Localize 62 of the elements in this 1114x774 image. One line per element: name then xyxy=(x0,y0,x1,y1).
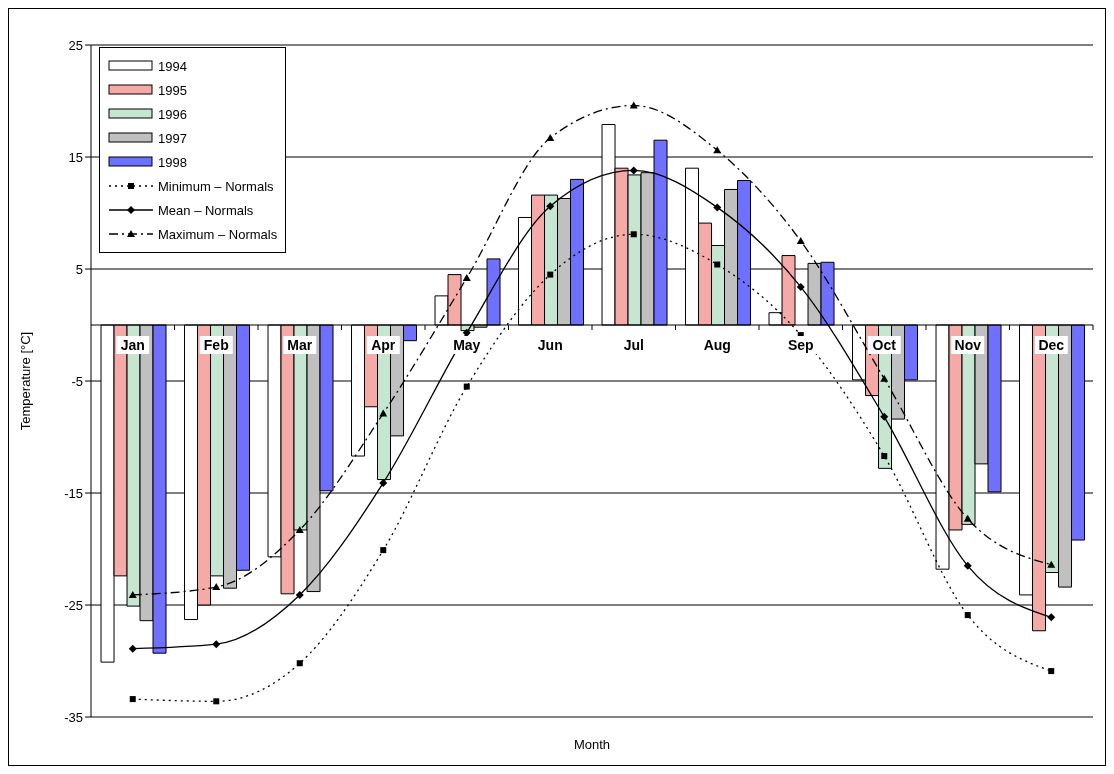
legend-label: 1995 xyxy=(158,82,187,98)
x-tick-label: Nov xyxy=(954,337,982,353)
legend-label: 1997 xyxy=(158,130,187,146)
legend-label: 1998 xyxy=(158,154,187,170)
point xyxy=(462,273,471,281)
point xyxy=(1047,613,1056,622)
y-tick-label: -5 xyxy=(71,373,83,389)
point xyxy=(463,383,470,390)
legend-label: Mean – Normals xyxy=(158,202,254,218)
point xyxy=(546,202,555,211)
point xyxy=(880,374,889,382)
point xyxy=(714,261,721,268)
x-tick-label: Jun xyxy=(537,337,563,353)
point xyxy=(380,547,387,554)
point xyxy=(379,478,388,487)
y-tick-label: -35 xyxy=(64,709,83,725)
point xyxy=(128,644,137,653)
y-tick-label: -25 xyxy=(64,597,83,613)
point xyxy=(963,561,972,570)
point xyxy=(547,271,554,278)
x-tick-label: Jul xyxy=(623,337,644,353)
point xyxy=(129,696,136,703)
point xyxy=(796,282,805,291)
y-tick-label: 5 xyxy=(75,261,83,277)
x-tick-label: Jan xyxy=(120,337,145,353)
point xyxy=(212,640,221,649)
point xyxy=(964,612,971,619)
point xyxy=(880,412,889,421)
point xyxy=(296,660,303,667)
y-tick-label: 15 xyxy=(68,149,83,165)
point xyxy=(546,133,555,141)
point xyxy=(629,166,638,175)
y-tick-label: 25 xyxy=(68,37,83,53)
point xyxy=(1048,668,1055,675)
point xyxy=(630,231,637,238)
point xyxy=(212,583,221,591)
point xyxy=(128,590,137,598)
x-axis-title: Month xyxy=(573,737,611,752)
legend-label: 1996 xyxy=(158,106,187,122)
point xyxy=(295,525,304,533)
y-axis-title: Temperature [°C] xyxy=(17,331,33,431)
x-tick-label: May xyxy=(453,337,481,353)
point xyxy=(213,698,220,705)
point xyxy=(295,590,304,599)
x-tick-label: Mar xyxy=(287,337,313,353)
point xyxy=(713,146,722,154)
point xyxy=(713,203,722,212)
x-tick-label: Apr xyxy=(371,337,396,353)
x-tick-label: Feb xyxy=(203,337,229,353)
point xyxy=(796,237,805,244)
x-tick-label: Sep xyxy=(787,337,814,353)
y-tick-label: -15 xyxy=(64,485,83,501)
point xyxy=(881,453,888,460)
x-tick-label: Aug xyxy=(703,337,731,353)
legend-label: Minimum – Normals xyxy=(158,178,274,194)
legend-label: 1994 xyxy=(158,58,187,74)
point xyxy=(1047,560,1056,568)
point xyxy=(462,328,471,337)
point xyxy=(963,514,972,522)
x-tick-label: Oct xyxy=(872,337,897,353)
legend-label: Maximum – Normals xyxy=(158,226,278,242)
x-tick-label: Dec xyxy=(1038,337,1065,353)
